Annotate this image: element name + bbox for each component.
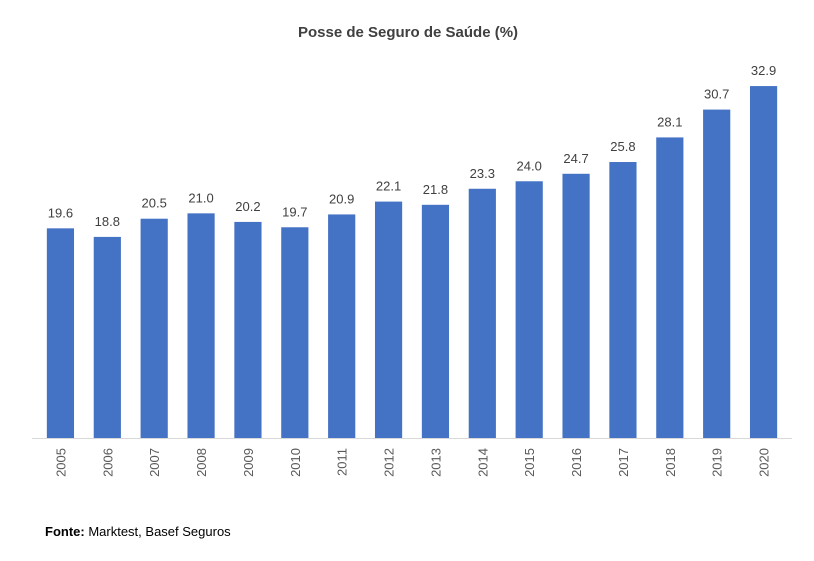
x-tick-label-2016: 2016 [569,448,584,477]
data-label-2005: 19.6 [48,205,73,220]
x-tick-label-2014: 2014 [475,448,490,477]
source-note: Fonte: Marktest, Basef Seguros [45,524,231,539]
bar-2020 [749,86,778,438]
x-tick-label-2012: 2012 [382,448,397,477]
x-tick-label-2005: 2005 [53,448,68,477]
data-label-2006: 18.8 [95,214,120,229]
x-tick-label-2009: 2009 [241,448,256,477]
bar-2007 [140,218,168,438]
x-tick-label-2015: 2015 [522,448,537,477]
data-label-2009: 20.2 [235,199,260,214]
bar-2005 [46,228,75,438]
bar-2014 [468,188,496,438]
source-label: Fonte: [45,524,85,539]
data-label-2014: 23.3 [470,166,495,181]
x-tick-label-2008: 2008 [194,448,209,477]
bar-2009 [234,221,262,438]
bar-2013 [421,204,450,438]
data-label-2018: 28.1 [657,114,682,129]
bar-2019 [703,109,731,438]
data-label-2007: 20.5 [142,196,167,211]
bar-2006 [93,236,121,438]
bars-group [46,86,778,439]
bar-2011 [328,214,356,438]
bar-2012 [374,201,403,438]
bar-2017 [609,162,637,438]
x-tick-labels-group: 2005 2006 2007 2008 2009 2010 2011 2012 2013 2014… [53,448,771,477]
x-tick-label-2013: 2013 [428,448,443,477]
x-tick-label-2019: 2019 [710,448,725,477]
data-label-2019: 30.7 [704,87,729,102]
source-text: Marktest, Basef Seguros [84,524,231,539]
data-label-2020: 32.9 [751,63,776,78]
data-label-2008: 21.0 [188,190,213,205]
x-tick-label-2020: 2020 [757,448,772,477]
x-tick-label-2007: 2007 [147,448,162,477]
x-tick-label-2011: 2011 [335,448,350,476]
data-label-2016: 24.7 [563,151,588,166]
bar-2018 [656,137,684,439]
bar-2008 [187,213,215,438]
data-label-2012: 22.1 [376,179,401,194]
chart-title: Posse de Seguro de Saúde (%) [298,24,518,41]
data-label-2011: 20.9 [329,191,354,206]
x-tick-label-2018: 2018 [663,448,678,477]
data-label-2010: 19.7 [282,204,307,219]
data-label-2017: 25.8 [610,139,635,154]
x-tick-label-2006: 2006 [100,448,115,477]
data-labels-group: 19.6 18.8 20.5 21.0 20.2 19.7 20.9 22.1 21.8 23.3… [48,63,776,229]
bar-2015 [515,181,543,438]
x-tick-label-2010: 2010 [288,448,303,477]
data-label-2015: 24.0 [517,158,542,173]
bar-2016 [562,173,590,438]
x-tick-label-2017: 2017 [616,448,631,477]
data-label-2013: 21.8 [423,182,448,197]
bar-2010 [281,227,309,438]
